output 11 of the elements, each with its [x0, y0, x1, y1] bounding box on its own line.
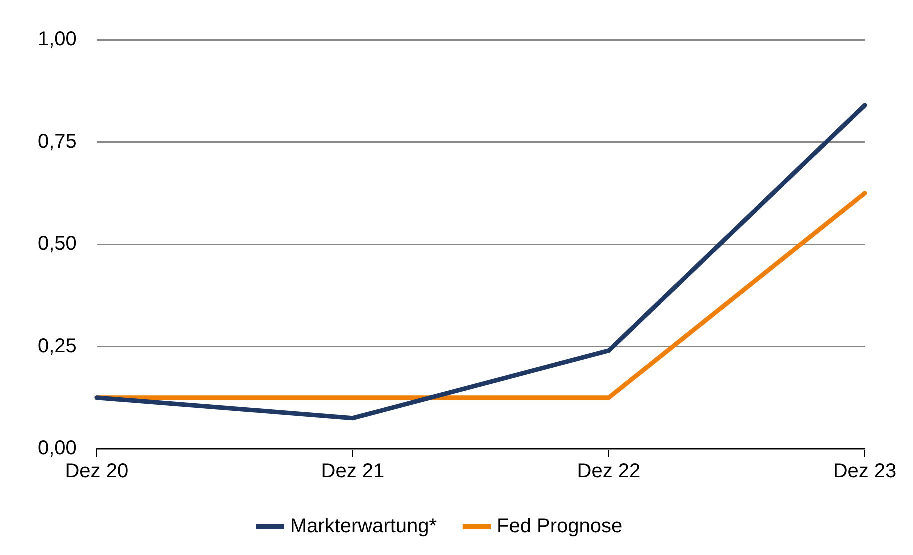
- y-tick-label: 0,00: [38, 438, 77, 460]
- x-tick-label: Dez 22: [577, 460, 641, 483]
- x-tick-label: Dez 23: [833, 460, 897, 483]
- x-tick-label: Dez 21: [321, 460, 385, 483]
- x-tick-label: Dez 20: [65, 460, 129, 483]
- y-tick-label: 0,75: [38, 130, 77, 153]
- y-tick-label: 1,00: [38, 28, 77, 51]
- legend-label: Fed Prognose: [497, 516, 623, 538]
- y-tick-label: 0,25: [38, 335, 77, 358]
- legend-label: Markterwartung*: [290, 516, 438, 538]
- y-tick-label: 0,50: [38, 233, 77, 256]
